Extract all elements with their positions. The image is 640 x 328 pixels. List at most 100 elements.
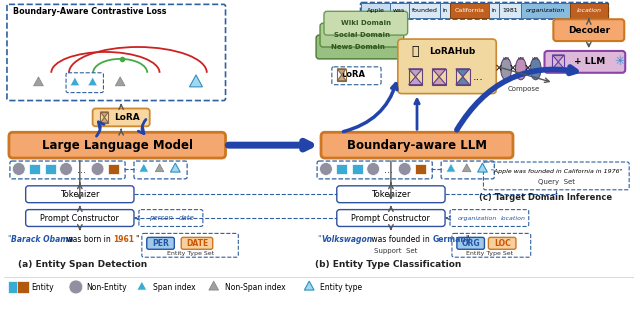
Bar	[440, 3, 450, 18]
FancyBboxPatch shape	[26, 186, 134, 203]
Text: was: was	[393, 8, 405, 13]
Text: 🔥: 🔥	[412, 46, 419, 58]
Polygon shape	[88, 77, 97, 86]
Text: LoRAHub: LoRAHub	[429, 48, 475, 56]
FancyBboxPatch shape	[457, 237, 484, 249]
Text: Support  Set: Support Set	[374, 248, 417, 254]
Text: ": "	[135, 235, 138, 244]
Text: ORG: ORG	[461, 239, 480, 248]
Text: Non-Entity: Non-Entity	[86, 283, 127, 293]
Polygon shape	[100, 112, 108, 117]
Bar	[336, 163, 347, 174]
Polygon shape	[170, 163, 180, 172]
Text: $w_1$: $w_1$	[502, 55, 511, 63]
Bar	[408, 3, 440, 18]
Circle shape	[12, 162, 25, 175]
Bar	[415, 163, 426, 174]
Text: LoRA: LoRA	[114, 113, 140, 122]
Circle shape	[69, 280, 83, 294]
Polygon shape	[446, 163, 456, 172]
Circle shape	[367, 162, 380, 175]
Polygon shape	[337, 69, 346, 75]
Text: Large Language Model: Large Language Model	[42, 139, 193, 152]
Text: Volkswagon: Volkswagon	[321, 235, 372, 244]
Text: Entity: Entity	[31, 283, 54, 293]
Text: Span index: Span index	[153, 283, 195, 293]
FancyBboxPatch shape	[398, 39, 496, 93]
Text: PER: PER	[152, 239, 169, 248]
Text: (a) Entity Span Detection: (a) Entity Span Detection	[18, 260, 147, 269]
FancyBboxPatch shape	[320, 23, 404, 47]
Bar	[490, 3, 499, 18]
Text: location: location	[576, 8, 602, 13]
Text: DATE: DATE	[186, 239, 208, 248]
Text: Entity Type Set: Entity Type Set	[466, 251, 513, 256]
Ellipse shape	[515, 58, 526, 80]
FancyBboxPatch shape	[324, 11, 408, 35]
Bar	[362, 3, 390, 18]
Text: ✳: ✳	[614, 55, 625, 68]
Text: + LLM: + LLM	[574, 57, 605, 66]
Text: ×: ×	[509, 64, 517, 74]
Text: 1961: 1961	[113, 235, 134, 244]
Text: ": "	[7, 235, 10, 244]
Polygon shape	[432, 77, 446, 85]
Circle shape	[60, 162, 72, 175]
Text: Non-Span index: Non-Span index	[225, 283, 285, 293]
Bar	[432, 69, 446, 85]
Bar	[390, 3, 408, 18]
Circle shape	[319, 162, 332, 175]
Text: California: California	[455, 8, 484, 13]
Text: Boundary-Aware Contrastive Loss: Boundary-Aware Contrastive Loss	[13, 7, 166, 16]
Polygon shape	[408, 77, 422, 85]
Text: organization: organization	[526, 8, 565, 13]
Text: ...: ...	[77, 165, 86, 175]
Bar	[552, 55, 564, 69]
Bar	[108, 163, 118, 174]
Text: date: date	[179, 215, 194, 221]
Text: LOC: LOC	[494, 239, 511, 248]
Text: location: location	[501, 215, 526, 220]
Polygon shape	[477, 163, 487, 172]
Text: Barack Obama: Barack Obama	[11, 235, 74, 244]
Ellipse shape	[530, 58, 541, 80]
Text: Social Domain: Social Domain	[334, 32, 390, 38]
Text: "Apple was founded in California in 1976": "Apple was founded in California in 1976…	[491, 170, 622, 174]
Bar	[456, 69, 470, 85]
FancyBboxPatch shape	[9, 132, 225, 158]
FancyBboxPatch shape	[26, 210, 134, 226]
Bar	[450, 3, 490, 18]
Bar	[337, 69, 346, 81]
Bar	[521, 3, 570, 18]
FancyBboxPatch shape	[337, 210, 445, 226]
Text: ×: ×	[524, 64, 532, 74]
Text: ": "	[465, 235, 468, 244]
Text: in: in	[443, 8, 447, 13]
Text: Tokenizer: Tokenizer	[371, 190, 411, 199]
FancyBboxPatch shape	[93, 109, 150, 126]
Text: person: person	[148, 215, 173, 221]
FancyBboxPatch shape	[337, 186, 445, 203]
FancyBboxPatch shape	[545, 51, 625, 73]
Text: Apple: Apple	[367, 8, 385, 13]
Bar	[352, 163, 363, 174]
Text: Germany: Germany	[432, 235, 471, 244]
FancyBboxPatch shape	[321, 132, 513, 158]
FancyBboxPatch shape	[181, 237, 212, 249]
Bar	[29, 163, 40, 174]
Bar	[17, 281, 29, 293]
Polygon shape	[137, 281, 147, 290]
Polygon shape	[70, 77, 80, 86]
Text: ×: ×	[494, 64, 502, 74]
Polygon shape	[432, 69, 446, 77]
Polygon shape	[552, 62, 564, 69]
FancyBboxPatch shape	[316, 35, 400, 59]
Text: Compose: Compose	[508, 86, 540, 92]
Polygon shape	[100, 117, 108, 123]
Text: (c) Target Domain Inference: (c) Target Domain Inference	[479, 193, 612, 202]
Circle shape	[398, 162, 411, 175]
Text: was born in: was born in	[64, 235, 113, 244]
Polygon shape	[33, 77, 44, 86]
Circle shape	[91, 162, 104, 175]
Bar	[570, 3, 607, 18]
